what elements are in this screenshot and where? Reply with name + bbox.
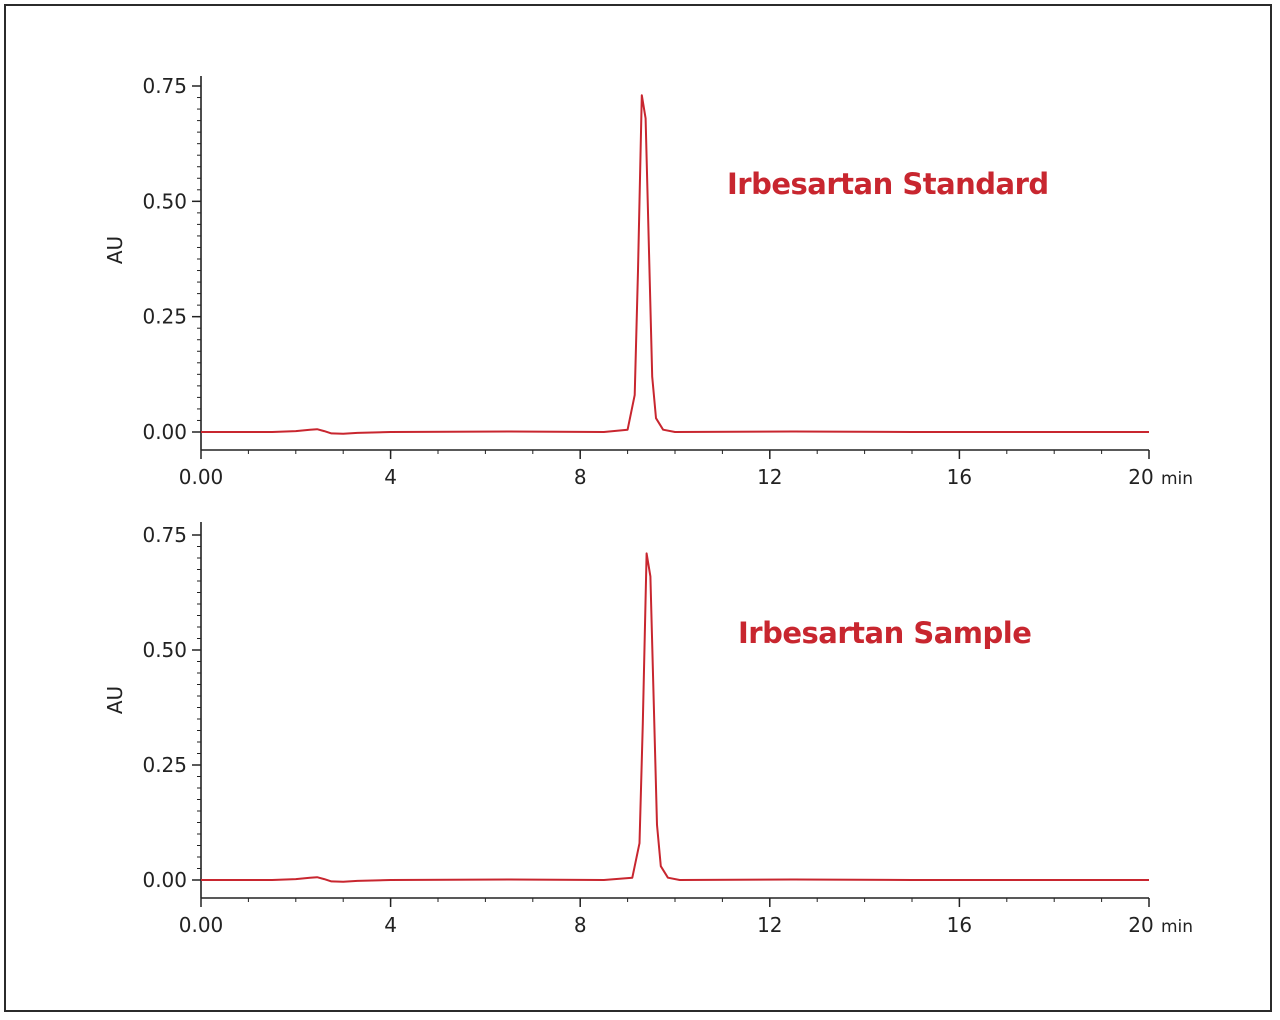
chart-panel-sample: 0.00 0.25 0.50 0.75 0.00 4 8 12 16 20 min AU Irbesar… — [103, 522, 1193, 937]
figure-frame — [4, 4, 1272, 1012]
x-tick-label: 12 — [757, 913, 782, 937]
y-tick-label: 0.50 — [142, 638, 187, 662]
y-tick-label: 0.00 — [142, 868, 187, 892]
x-tick-label: 0.00 — [179, 465, 224, 489]
chart-annotation: Irbesartan Sample — [738, 616, 1031, 650]
x-tick-label: 16 — [947, 465, 972, 489]
x-unit-label: min — [1161, 469, 1193, 489]
x-tick-label: 4 — [384, 913, 397, 937]
y-tick-label: 0.00 — [142, 420, 187, 444]
x-unit-label: min — [1161, 917, 1193, 937]
x-tick-label: 12 — [757, 465, 782, 489]
chart-panel-standard: 0.00 0.25 0.50 0.75 0.00 4 8 12 16 20 min AU Irbesar… — [103, 74, 1193, 489]
x-tick-label: 0.00 — [179, 913, 224, 937]
x-tick-label: 8 — [574, 913, 587, 937]
y-tick-label: 0.25 — [142, 753, 187, 777]
y-tick-label: 0.75 — [142, 523, 187, 547]
y-axis-title: AU — [103, 236, 127, 264]
x-tick-label: 4 — [384, 465, 397, 489]
x-tick-label: 8 — [574, 465, 587, 489]
y-tick-label: 0.75 — [142, 74, 187, 98]
y-tick-label: 0.25 — [142, 305, 187, 329]
x-tick-label: 20 — [1128, 465, 1153, 489]
chromatogram-trace — [201, 552, 1149, 883]
x-tick-label: 16 — [947, 913, 972, 937]
y-tick-label: 0.50 — [142, 189, 187, 213]
y-axis-title: AU — [103, 686, 127, 714]
chromatogram-trace — [201, 94, 1149, 435]
x-tick-label: 20 — [1128, 913, 1153, 937]
chart-annotation: Irbesartan Standard — [727, 167, 1049, 201]
